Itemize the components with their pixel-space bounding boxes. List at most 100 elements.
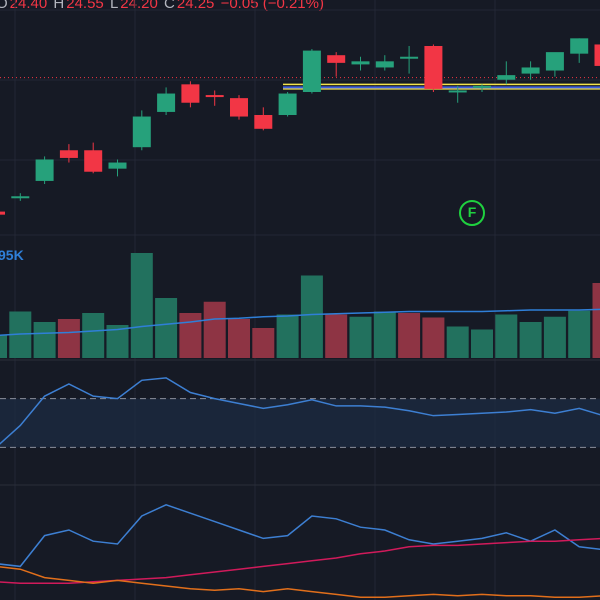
low-key: L <box>109 0 119 12</box>
candle <box>108 159 127 177</box>
candle <box>594 44 600 66</box>
candle <box>521 61 540 80</box>
volume-bar <box>179 313 202 358</box>
volume-ma-line <box>0 308 600 337</box>
volume-bar <box>155 298 178 358</box>
candle <box>424 44 443 92</box>
candle-body <box>302 50 321 92</box>
candle <box>205 90 224 106</box>
high-key: H <box>53 0 65 12</box>
ohlc-legend: O 24.40 H 24.55 L 24.20 C 24.25 −0.05 (−0.21… <box>0 0 326 12</box>
candle-body <box>59 150 78 158</box>
volume-bar <box>106 325 129 358</box>
candle <box>59 144 78 163</box>
candle-body <box>35 159 54 181</box>
volume-bar <box>57 319 80 358</box>
candle <box>570 38 589 63</box>
volume-bar <box>398 313 421 358</box>
open-key: O <box>0 0 8 12</box>
volume-bar <box>471 329 493 358</box>
indicator-pane <box>0 503 600 598</box>
candle-body <box>351 61 370 65</box>
candle <box>254 107 273 131</box>
volume-bar <box>228 319 250 358</box>
candle <box>132 110 151 151</box>
candle-body <box>157 93 176 112</box>
candle-body <box>521 67 540 74</box>
indicator-line-blue <box>0 503 600 568</box>
candle <box>302 49 321 94</box>
volume-bar <box>543 316 566 358</box>
volume-bar <box>0 335 7 358</box>
volume-bar <box>325 314 348 358</box>
candle <box>351 56 370 71</box>
price-pane <box>0 38 600 215</box>
volume-bar <box>203 301 226 358</box>
candle-body <box>375 61 394 68</box>
volume-bar <box>592 283 600 358</box>
candle-body <box>230 98 248 117</box>
candle-body <box>0 211 5 215</box>
volume-bar <box>495 314 518 358</box>
candle-body <box>424 46 443 89</box>
candle <box>497 61 516 85</box>
candle-body <box>400 56 419 59</box>
candle <box>35 156 54 184</box>
candle <box>473 84 491 92</box>
candle <box>0 211 5 215</box>
flag-marker[interactable]: F <box>459 200 485 226</box>
candle-body <box>108 162 127 169</box>
volume-bar <box>252 328 275 358</box>
candle-body <box>448 90 467 93</box>
oscillator-pane <box>0 377 600 448</box>
volume-bar <box>33 322 56 358</box>
candle-body <box>132 116 151 148</box>
low-value: 24.20 <box>120 0 158 12</box>
candle <box>400 46 419 74</box>
volume-label: 95K <box>0 247 24 263</box>
indicator-line-orange <box>0 566 600 598</box>
candle <box>157 87 176 115</box>
close-key: C <box>164 0 175 12</box>
candle <box>448 85 467 103</box>
candle <box>11 193 30 201</box>
candle <box>327 52 346 77</box>
volume-bar <box>568 310 591 358</box>
candle-body <box>254 115 273 129</box>
indicator-line-red <box>0 537 600 584</box>
candle <box>181 81 200 108</box>
candle-body <box>327 55 346 63</box>
oscillator-band <box>0 398 600 448</box>
candle-body <box>205 95 224 98</box>
volume-pane <box>0 253 600 358</box>
candle-body <box>11 196 30 199</box>
candle-body <box>181 84 200 103</box>
candle-body <box>545 52 564 71</box>
candle-body <box>594 44 600 66</box>
close-value: 24.25 <box>176 0 215 12</box>
candle <box>545 52 564 77</box>
open-value: 24.40 <box>9 0 48 12</box>
volume-bar <box>300 275 323 358</box>
volume-bar <box>373 311 396 358</box>
volume-bar <box>130 253 153 358</box>
candle-body <box>473 85 491 88</box>
candle-body <box>497 75 516 80</box>
volume-bar <box>276 314 299 358</box>
volume-bar <box>422 317 445 358</box>
candle-body <box>278 93 297 115</box>
volume-bar <box>446 326 469 358</box>
candle <box>278 92 297 117</box>
candle <box>84 142 103 174</box>
oscillator-line <box>0 377 600 445</box>
candle-body <box>570 38 589 54</box>
change-value: −0.05 (−0.21%) <box>220 0 324 12</box>
volume-bar <box>519 322 542 358</box>
candle <box>230 95 248 120</box>
candle <box>375 55 394 71</box>
volume-bar <box>349 316 372 358</box>
candle-body <box>84 150 103 172</box>
volume-bar <box>82 313 105 358</box>
